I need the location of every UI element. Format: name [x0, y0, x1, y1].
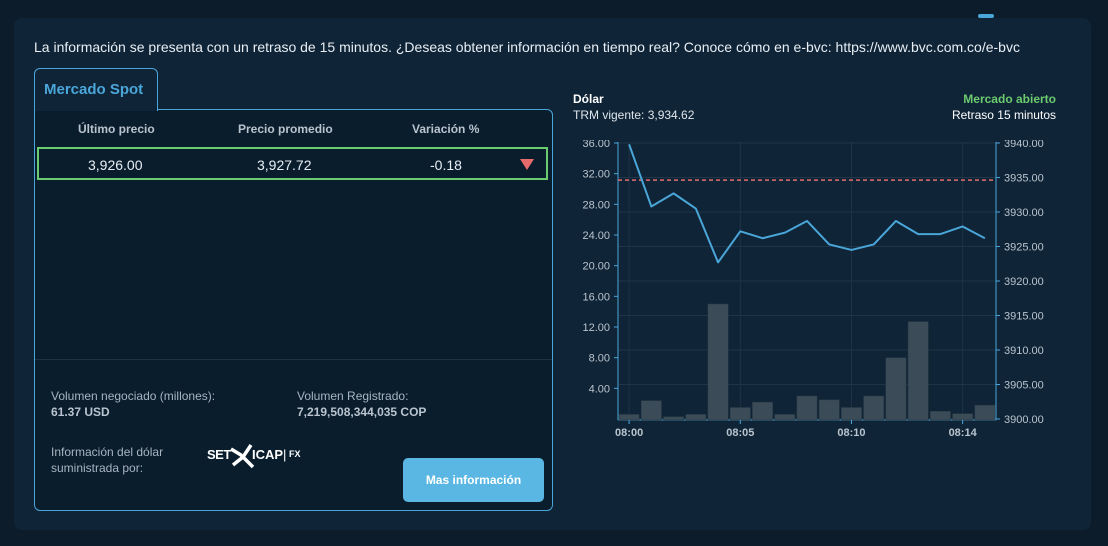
volume-bar [841, 407, 862, 421]
x-tick-label: 08:05 [726, 427, 754, 439]
down-arrow-icon [520, 159, 534, 170]
header-avg-price: Precio promedio [238, 122, 333, 136]
left-tick-label: 8.00 [589, 353, 610, 365]
right-tick-label: 3905.00 [1004, 380, 1044, 392]
right-tick-label: 3900.00 [1004, 414, 1044, 426]
volume-bar [774, 414, 796, 421]
volume-bar [640, 400, 662, 421]
volume-bar [930, 411, 951, 421]
tab-mercado-spot[interactable]: Mercado Spot [34, 68, 158, 111]
volume-bar [685, 414, 707, 421]
last-price-value: 3,926.00 [88, 157, 143, 173]
volume-bar [863, 395, 885, 421]
right-tick-label: 3940.00 [1004, 140, 1044, 150]
variation-value: -0.18 [430, 157, 462, 173]
tab-label: Mercado Spot [44, 81, 144, 98]
spot-card: Último precio Precio promedio Variación … [34, 109, 553, 511]
right-tick-label: 3930.00 [1004, 207, 1044, 219]
price-chart: 4.00 8.00 12.00 16.00 20.00 24.00 28.00 32.00 36… [582, 140, 1044, 439]
volume-bar [952, 413, 974, 421]
volume-bar [752, 401, 773, 421]
delay-notice: La información se presenta con un retras… [34, 39, 1020, 55]
left-tick-label: 4.00 [589, 383, 610, 395]
source-label-line2: suministrada por: [51, 461, 144, 475]
left-tick-label: 16.00 [582, 291, 610, 303]
right-tick-label: 3925.00 [1004, 242, 1044, 254]
volume-bar [907, 321, 929, 421]
seticap-logo: SET ICAP | FX [207, 444, 307, 473]
divider [35, 359, 552, 360]
avg-price-value: 3,927.72 [257, 157, 312, 173]
source-label-line1: Información del dólar [51, 445, 164, 459]
volume-bar [818, 399, 840, 421]
header-variation: Variación % [412, 122, 480, 136]
volume-value: 61.37 USD [51, 405, 110, 419]
volume-bar [707, 303, 729, 421]
registered-label: Volumen Registrado: [297, 389, 409, 403]
left-tick-label: 32.00 [582, 169, 610, 181]
left-tick-label: 28.00 [582, 199, 610, 211]
x-tick-label: 08:10 [837, 427, 865, 439]
delay-label: Retraso 15 minutos [951, 108, 1056, 122]
table-row[interactable]: 3,926.00 3,927.72 -0.18 [37, 147, 548, 180]
volume-bar [663, 416, 684, 421]
left-tick-label: 36.00 [582, 140, 610, 150]
volume-label: Volumen negociado (millones): [51, 389, 216, 403]
x-tick-label: 08:14 [949, 427, 978, 439]
top-indicator [978, 14, 994, 18]
left-tick-label: 24.00 [582, 230, 610, 242]
price-line [628, 144, 986, 264]
right-tick-label: 3935.00 [1004, 173, 1044, 185]
volume-bar [796, 395, 818, 421]
volume-bar [729, 407, 751, 421]
x-tick-label: 08:00 [615, 427, 643, 439]
volume-bar [885, 357, 907, 421]
more-info-button[interactable]: Mas información [403, 458, 544, 502]
volume-bar [618, 414, 640, 421]
left-tick-label: 12.00 [582, 322, 610, 334]
chart-title: Dólar [573, 92, 604, 106]
market-status: Mercado abierto [963, 92, 1056, 106]
left-tick-label: 20.00 [582, 261, 610, 273]
registered-value: 7,219,508,344,035 COP [297, 405, 427, 419]
right-tick-label: 3920.00 [1004, 276, 1044, 288]
right-tick-label: 3915.00 [1004, 311, 1044, 323]
right-tick-label: 3910.00 [1004, 345, 1044, 357]
header-last-price: Último precio [78, 122, 155, 136]
trm-label: TRM vigente: 3,934.62 [573, 108, 695, 122]
volume-bar [974, 404, 996, 421]
seticap-cross-icon [230, 444, 255, 469]
